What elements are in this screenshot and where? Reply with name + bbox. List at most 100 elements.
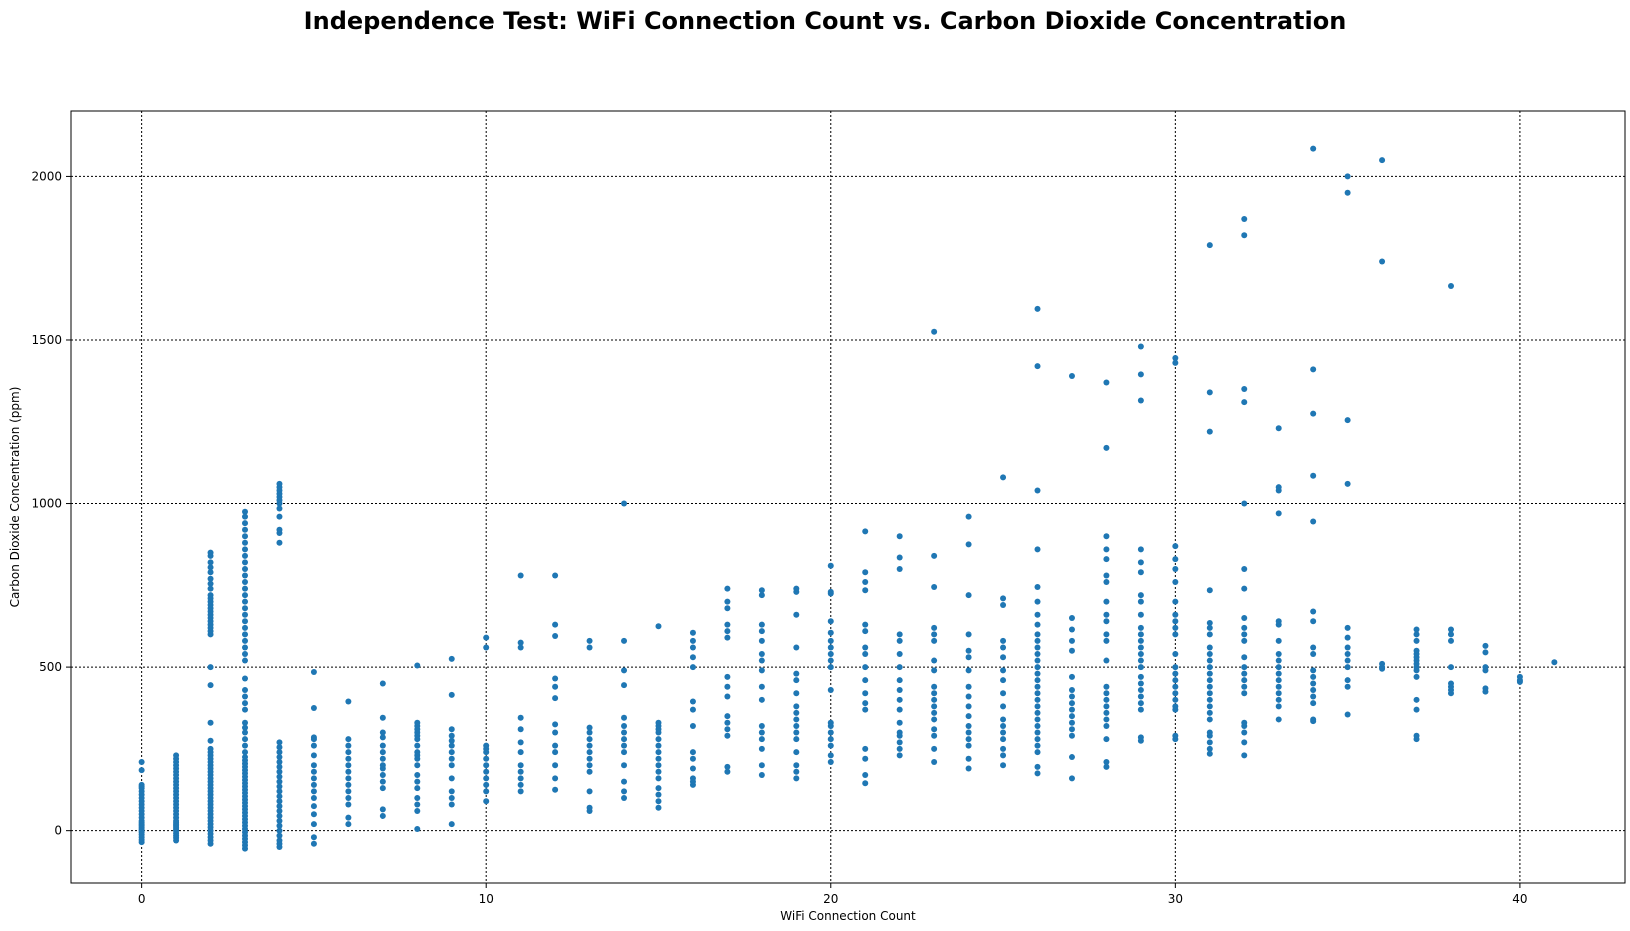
data-point bbox=[1068, 615, 1075, 622]
data-point bbox=[1103, 758, 1110, 765]
data-point bbox=[1241, 690, 1248, 697]
data-point bbox=[1000, 667, 1007, 674]
data-point bbox=[1103, 611, 1110, 618]
data-point bbox=[586, 637, 593, 644]
data-point bbox=[242, 631, 249, 638]
data-point bbox=[1241, 585, 1248, 592]
data-point bbox=[1172, 651, 1179, 658]
data-point bbox=[1103, 444, 1110, 451]
data-point bbox=[483, 781, 490, 788]
data-point bbox=[276, 749, 283, 756]
data-point bbox=[207, 559, 214, 566]
data-point bbox=[965, 647, 972, 654]
data-point bbox=[965, 765, 972, 772]
data-point bbox=[1206, 651, 1213, 658]
data-point bbox=[586, 729, 593, 736]
data-point bbox=[758, 587, 765, 594]
data-point bbox=[621, 749, 628, 756]
data-point bbox=[1206, 745, 1213, 752]
data-point bbox=[1413, 631, 1420, 638]
data-point bbox=[689, 749, 696, 756]
data-point bbox=[586, 762, 593, 769]
x-tick-label: 0 bbox=[138, 892, 146, 906]
data-point bbox=[517, 788, 524, 795]
data-point bbox=[242, 675, 249, 682]
data-point bbox=[586, 736, 593, 743]
data-point bbox=[621, 736, 628, 743]
data-point bbox=[276, 788, 283, 795]
data-point bbox=[758, 637, 765, 644]
data-point bbox=[1206, 664, 1213, 671]
data-point bbox=[310, 834, 317, 841]
data-point bbox=[1310, 366, 1317, 373]
data-point bbox=[1068, 637, 1075, 644]
data-point bbox=[793, 762, 800, 769]
data-point bbox=[1137, 637, 1144, 644]
data-point bbox=[1310, 673, 1317, 680]
data-point bbox=[1103, 696, 1110, 703]
data-point bbox=[896, 719, 903, 726]
y-axis-label: Carbon Dioxide Concentration (ppm) bbox=[8, 387, 22, 608]
data-point bbox=[793, 703, 800, 710]
data-point bbox=[931, 696, 938, 703]
data-point bbox=[1068, 372, 1075, 379]
data-point bbox=[827, 719, 834, 726]
data-point bbox=[862, 745, 869, 752]
data-point bbox=[276, 526, 283, 533]
data-point bbox=[758, 729, 765, 736]
data-point bbox=[1034, 670, 1041, 677]
data-point bbox=[1241, 624, 1248, 631]
data-point bbox=[1241, 739, 1248, 746]
data-point bbox=[896, 696, 903, 703]
data-point bbox=[276, 758, 283, 765]
data-point bbox=[1241, 500, 1248, 507]
data-point bbox=[414, 794, 421, 801]
data-point bbox=[1275, 657, 1282, 664]
data-point bbox=[379, 729, 386, 736]
data-point bbox=[1137, 664, 1144, 671]
data-point bbox=[207, 585, 214, 592]
data-point bbox=[1034, 651, 1041, 658]
data-point bbox=[724, 732, 731, 739]
data-point bbox=[689, 706, 696, 713]
data-point bbox=[1068, 687, 1075, 693]
data-point bbox=[242, 657, 249, 664]
data-point bbox=[448, 762, 455, 769]
data-point bbox=[1034, 583, 1041, 590]
data-point bbox=[758, 772, 765, 779]
data-point bbox=[621, 637, 628, 644]
data-point bbox=[724, 598, 731, 605]
data-point bbox=[242, 520, 249, 527]
data-point bbox=[517, 639, 524, 646]
data-point bbox=[586, 644, 593, 651]
data-point bbox=[1241, 729, 1248, 736]
data-point bbox=[621, 500, 628, 507]
data-point bbox=[1103, 631, 1110, 638]
data-point bbox=[242, 598, 249, 605]
data-point bbox=[1310, 651, 1317, 658]
data-point bbox=[345, 755, 352, 762]
data-point bbox=[1275, 696, 1282, 703]
data-point bbox=[207, 664, 214, 671]
data-point bbox=[1068, 647, 1075, 654]
data-point bbox=[931, 703, 938, 710]
data-point bbox=[1068, 732, 1075, 739]
data-point bbox=[724, 713, 731, 720]
data-point bbox=[552, 742, 559, 749]
data-point bbox=[517, 739, 524, 746]
data-point bbox=[414, 808, 421, 815]
data-point bbox=[1206, 587, 1213, 594]
data-point bbox=[793, 716, 800, 723]
data-point bbox=[242, 565, 249, 572]
data-point bbox=[1241, 637, 1248, 644]
data-point bbox=[310, 803, 317, 810]
data-point bbox=[1206, 428, 1213, 435]
data-point bbox=[1275, 683, 1282, 690]
data-point bbox=[1344, 634, 1351, 641]
data-point bbox=[1206, 624, 1213, 631]
data-point bbox=[655, 785, 662, 792]
data-point bbox=[1275, 664, 1282, 671]
data-point bbox=[310, 840, 317, 847]
data-point bbox=[414, 772, 421, 779]
data-point bbox=[310, 734, 317, 741]
